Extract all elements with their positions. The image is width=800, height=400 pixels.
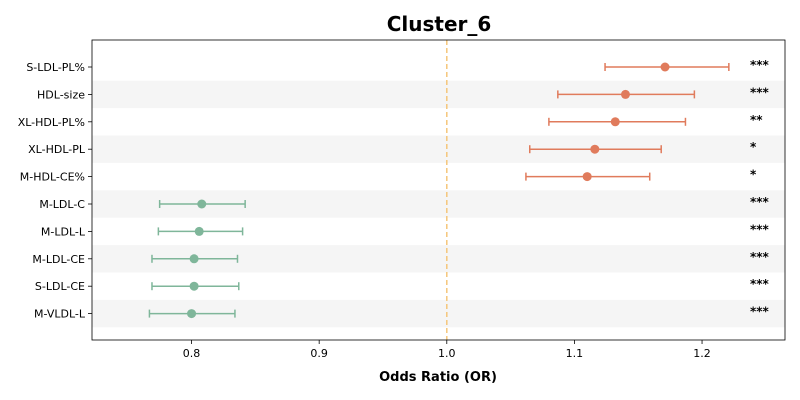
x-tick-label: 0.8	[183, 347, 201, 360]
y-tick-label: M-LDL-CE	[32, 253, 85, 266]
significance-label: ***	[750, 58, 770, 72]
y-tick-label: M-VLDL-L	[34, 308, 86, 321]
significance-label: *	[750, 140, 757, 154]
or-point	[189, 254, 199, 264]
x-tick-label: 0.9	[310, 347, 328, 360]
y-tick-label: XL-HDL-PL%	[18, 116, 85, 129]
chart-title: Cluster_6	[387, 12, 492, 36]
significance-label: ***	[750, 250, 770, 264]
or-point	[187, 309, 197, 319]
y-tick-label: HDL-size	[37, 88, 85, 101]
significance-label: *	[750, 168, 757, 182]
x-tick-label: 1.0	[438, 347, 456, 360]
significance-label: ***	[750, 222, 770, 236]
or-point	[660, 62, 670, 72]
y-tick-label: M-LDL-C	[39, 198, 85, 211]
x-tick-label: 1.1	[566, 347, 584, 360]
x-tick-label: 1.2	[693, 347, 711, 360]
y-tick-label: M-LDL-L	[41, 225, 86, 238]
plot-frame	[91, 39, 786, 341]
y-axis-labels: S-LDL-PL% HDL-size XL-HDL-PL% XL-HDL-PL M-HD…	[18, 61, 92, 321]
x-axis-title: Odds Ratio (OR)	[379, 370, 497, 385]
significance-label: ***	[750, 195, 770, 209]
or-point	[189, 281, 199, 291]
y-tick-label: S-LDL-CE	[35, 280, 85, 293]
y-tick-label: S-LDL-PL%	[26, 61, 85, 74]
or-point	[610, 117, 620, 127]
y-tick-label: XL-HDL-PL	[28, 143, 86, 156]
or-point	[194, 226, 204, 236]
or-point	[620, 89, 630, 99]
significance-label: ***	[750, 277, 770, 291]
or-point	[582, 172, 592, 182]
or-point	[590, 144, 600, 154]
or-point	[197, 199, 207, 209]
significance-label: ***	[750, 85, 770, 99]
significance-label: **	[750, 113, 763, 127]
x-axis: 0.8 0.9 1.0 1.1 1.2	[183, 340, 711, 360]
significance-label: ***	[750, 305, 770, 319]
y-tick-label: M-HDL-CE%	[20, 171, 85, 184]
row-band	[92, 135, 785, 163]
data-marks: *************************	[148, 58, 770, 319]
